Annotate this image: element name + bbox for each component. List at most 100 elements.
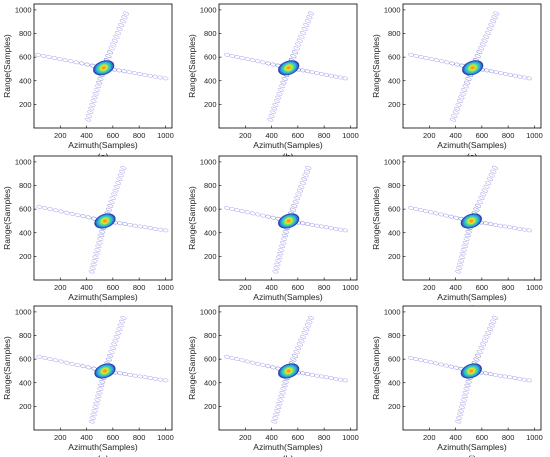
contour-ring bbox=[498, 71, 504, 75]
x-axis-label: Azimuth(Samples) bbox=[68, 140, 138, 150]
peak-contour-level bbox=[103, 219, 107, 223]
contour-ring bbox=[453, 365, 460, 370]
x-tick-label: 400 bbox=[80, 131, 93, 140]
contour-group bbox=[408, 315, 533, 424]
y-tick-label: 600 bbox=[19, 53, 32, 62]
contour-ring bbox=[516, 226, 523, 231]
contour-ring bbox=[318, 224, 325, 229]
contour-ring bbox=[98, 383, 105, 388]
chart-panel: 200 400 600 800 1000 200 400 600 800 1000 Azimuth(… bbox=[371, 3, 543, 163]
contour-ring bbox=[323, 375, 330, 380]
contour-ring bbox=[276, 401, 283, 406]
contour-ring bbox=[463, 387, 470, 391]
contour-ring bbox=[490, 169, 497, 174]
contour-ring bbox=[526, 378, 533, 383]
contour-ring bbox=[526, 228, 533, 233]
chart-panel: 200 400 600 800 1000 200 400 600 800 1000 Azimuth(… bbox=[2, 155, 174, 315]
x-tick-label: 800 bbox=[502, 433, 515, 442]
contour-ring bbox=[268, 114, 275, 118]
contour-ring bbox=[428, 360, 434, 365]
contour-ring bbox=[418, 208, 424, 213]
contour-ring bbox=[314, 223, 320, 228]
contour-ring bbox=[342, 228, 349, 233]
contour-ring bbox=[491, 15, 498, 20]
contour-ring bbox=[107, 50, 113, 55]
contour-ring bbox=[89, 266, 96, 270]
contour-ring bbox=[452, 110, 459, 115]
contour-ring bbox=[276, 91, 283, 96]
contour-ring bbox=[278, 248, 285, 252]
contour-ring bbox=[277, 398, 284, 402]
contour-ring bbox=[487, 177, 493, 182]
contour-ring bbox=[94, 84, 102, 89]
contour-ring bbox=[474, 54, 481, 59]
contour-ring bbox=[35, 52, 41, 57]
contour-ring bbox=[457, 412, 464, 417]
contour-ring bbox=[280, 237, 288, 241]
contour-ring bbox=[301, 177, 308, 182]
contour-ring bbox=[116, 177, 123, 181]
x-tick-label: 400 bbox=[449, 433, 462, 442]
contour-ring bbox=[117, 173, 124, 178]
x-axis-label: Azimuth(Samples) bbox=[253, 442, 323, 452]
peak-contour-level bbox=[103, 369, 107, 373]
x-axis-label: Azimuth(Samples) bbox=[253, 140, 323, 150]
contour-ring bbox=[116, 327, 123, 331]
contour-ring bbox=[458, 255, 466, 259]
y-axis-label: Range(Samples) bbox=[2, 336, 12, 400]
x-tick-label: 800 bbox=[318, 433, 331, 442]
contour-ring bbox=[88, 420, 95, 424]
contour-ring bbox=[111, 192, 118, 197]
contour-ring bbox=[295, 192, 302, 197]
contour-ring bbox=[476, 50, 483, 55]
contour-ring bbox=[94, 248, 101, 252]
contour-ring bbox=[413, 357, 419, 361]
contour-ring bbox=[303, 169, 310, 174]
contour-ring bbox=[115, 181, 122, 185]
peak-contour-level bbox=[286, 219, 291, 223]
contour-ring bbox=[433, 361, 439, 366]
y-tick-label: 200 bbox=[204, 402, 217, 411]
contour-ring bbox=[443, 213, 450, 218]
x-tick-label: 600 bbox=[292, 131, 305, 140]
contour-ring bbox=[457, 99, 463, 103]
contour-ring bbox=[342, 76, 349, 81]
contour-ring bbox=[328, 73, 334, 78]
y-axis-label: Range(Samples) bbox=[2, 34, 12, 98]
contour-ring bbox=[113, 185, 120, 189]
x-axis-label: Azimuth(Samples) bbox=[68, 292, 138, 302]
contour-group bbox=[224, 11, 349, 122]
x-axis-label: Azimuth(Samples) bbox=[437, 292, 507, 302]
contour-ring bbox=[117, 323, 124, 328]
contour-ring bbox=[88, 270, 95, 274]
contour-ring bbox=[224, 52, 230, 57]
contour-ring bbox=[294, 196, 301, 200]
contour-ring bbox=[275, 95, 282, 100]
contour-ring bbox=[298, 338, 305, 343]
contour-ring bbox=[454, 106, 461, 111]
contour-ring bbox=[479, 42, 486, 47]
contour-ring bbox=[88, 106, 95, 111]
contour-ring bbox=[455, 103, 462, 107]
contour-ring bbox=[295, 346, 302, 351]
contour-ring bbox=[111, 342, 118, 347]
x-tick-label: 200 bbox=[423, 131, 436, 140]
contour-ring bbox=[108, 350, 115, 354]
contour-ring bbox=[455, 420, 462, 424]
contour-group bbox=[35, 11, 169, 122]
contour-ring bbox=[107, 353, 114, 358]
y-tick-label: 800 bbox=[204, 331, 217, 340]
contour-ring bbox=[120, 316, 127, 320]
contour-ring bbox=[271, 420, 278, 424]
contour-ring bbox=[502, 72, 509, 76]
contour-ring bbox=[110, 42, 117, 47]
x-tick-label: 800 bbox=[502, 131, 515, 140]
x-tick-label: 800 bbox=[133, 131, 146, 140]
contour-ring bbox=[488, 69, 495, 74]
y-tick-label: 200 bbox=[388, 252, 401, 261]
y-axis-label: Range(Samples) bbox=[2, 186, 12, 250]
contour-ring bbox=[290, 357, 297, 362]
contour-ring bbox=[162, 228, 169, 233]
contour-ring bbox=[109, 196, 116, 200]
